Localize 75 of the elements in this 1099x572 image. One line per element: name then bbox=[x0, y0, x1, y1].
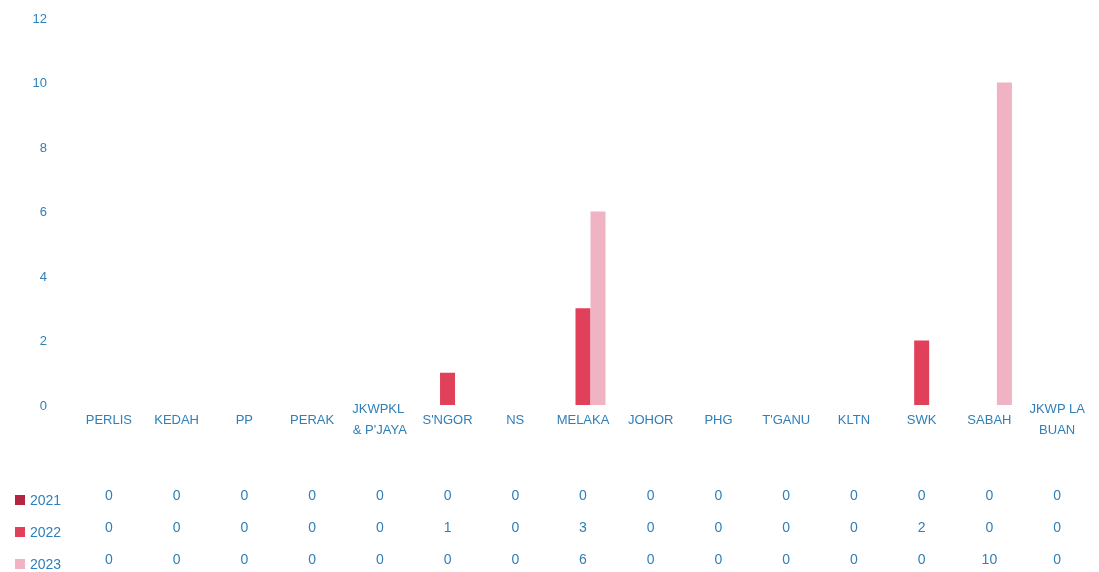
data-label: 0 bbox=[308, 487, 317, 503]
legend-label: 2022 bbox=[30, 524, 62, 540]
data-label: 0 bbox=[646, 487, 655, 503]
data-label: 0 bbox=[104, 551, 113, 567]
y-tick-label: 6 bbox=[39, 204, 47, 219]
data-label: 0 bbox=[850, 519, 859, 535]
x-tick-label: PERLIS bbox=[85, 411, 133, 427]
data-label: 0 bbox=[443, 551, 452, 567]
y-tick-label: 12 bbox=[32, 10, 47, 26]
bar bbox=[575, 308, 591, 405]
x-tick-label: JKWPKL & P'JAYA bbox=[352, 401, 408, 437]
data-label: 0 bbox=[985, 487, 994, 503]
y-tick-label: 2 bbox=[39, 333, 47, 348]
data-label: 10 bbox=[981, 551, 998, 567]
data-label: 0 bbox=[511, 519, 520, 535]
x-tick-label: PERAK bbox=[290, 411, 335, 427]
x-tick-label: S'NGOR bbox=[422, 411, 473, 427]
x-tick-label: KLTN bbox=[837, 411, 871, 427]
data-label: 0 bbox=[375, 487, 384, 503]
data-label: 0 bbox=[104, 519, 113, 535]
data-label: 2 bbox=[917, 519, 926, 535]
data-label: 0 bbox=[240, 487, 249, 503]
x-tick-label: JKWP LABUAN bbox=[1029, 401, 1086, 437]
data-label: 0 bbox=[850, 487, 859, 503]
bar bbox=[440, 372, 456, 405]
bar bbox=[996, 82, 1012, 405]
y-tick-label: 10 bbox=[32, 75, 47, 90]
data-label: 0 bbox=[579, 487, 588, 503]
data-label: 0 bbox=[917, 551, 926, 567]
x-tick-label: JOHOR bbox=[627, 411, 674, 427]
data-label: 0 bbox=[1053, 519, 1062, 535]
legend-label: 2021 bbox=[30, 492, 62, 508]
legend-label: 2023 bbox=[30, 556, 62, 572]
data-label: 0 bbox=[646, 519, 655, 535]
x-tick-label: PP bbox=[235, 411, 254, 427]
data-label: 0 bbox=[511, 551, 520, 567]
x-tick-label: T'GANU bbox=[762, 411, 811, 427]
x-tick-label: SWK bbox=[906, 411, 937, 427]
data-label: 6 bbox=[579, 551, 588, 567]
data-label: 3 bbox=[579, 519, 588, 535]
data-label: 1 bbox=[443, 519, 452, 535]
data-label: 0 bbox=[782, 487, 791, 503]
data-label: 0 bbox=[240, 519, 249, 535]
bar bbox=[590, 211, 606, 405]
data-label: 0 bbox=[443, 487, 452, 503]
data-label: 0 bbox=[104, 487, 113, 503]
data-label: 0 bbox=[375, 519, 384, 535]
data-label: 0 bbox=[782, 551, 791, 567]
data-label: 0 bbox=[850, 551, 859, 567]
data-label: 0 bbox=[308, 519, 317, 535]
y-tick-label: 0 bbox=[39, 397, 47, 413]
y-tick-label: 4 bbox=[39, 268, 47, 284]
x-tick-label: SABAH bbox=[967, 411, 1012, 427]
data-label: 0 bbox=[1053, 551, 1062, 567]
data-label: 0 bbox=[375, 551, 384, 567]
data-label: 0 bbox=[714, 519, 723, 535]
data-label: 0 bbox=[172, 487, 181, 503]
x-tick-label: KEDAH bbox=[154, 411, 199, 427]
data-label: 0 bbox=[646, 551, 655, 567]
data-label: 0 bbox=[308, 551, 317, 567]
data-label: 0 bbox=[714, 487, 723, 503]
data-label: 0 bbox=[240, 551, 249, 567]
data-label: 0 bbox=[1053, 487, 1062, 503]
bar bbox=[914, 340, 930, 405]
data-label: 0 bbox=[714, 551, 723, 567]
data-label: 0 bbox=[985, 519, 994, 535]
x-tick-label: PHG bbox=[704, 411, 733, 427]
data-label: 0 bbox=[782, 519, 791, 535]
data-label: 0 bbox=[917, 487, 926, 503]
data-label: 0 bbox=[172, 519, 181, 535]
x-tick-label: NS bbox=[506, 411, 525, 427]
data-label: 0 bbox=[511, 487, 520, 503]
x-tick-label: MELAKA bbox=[556, 411, 610, 427]
y-tick-label: 8 bbox=[39, 139, 47, 155]
data-label: 0 bbox=[172, 551, 181, 567]
